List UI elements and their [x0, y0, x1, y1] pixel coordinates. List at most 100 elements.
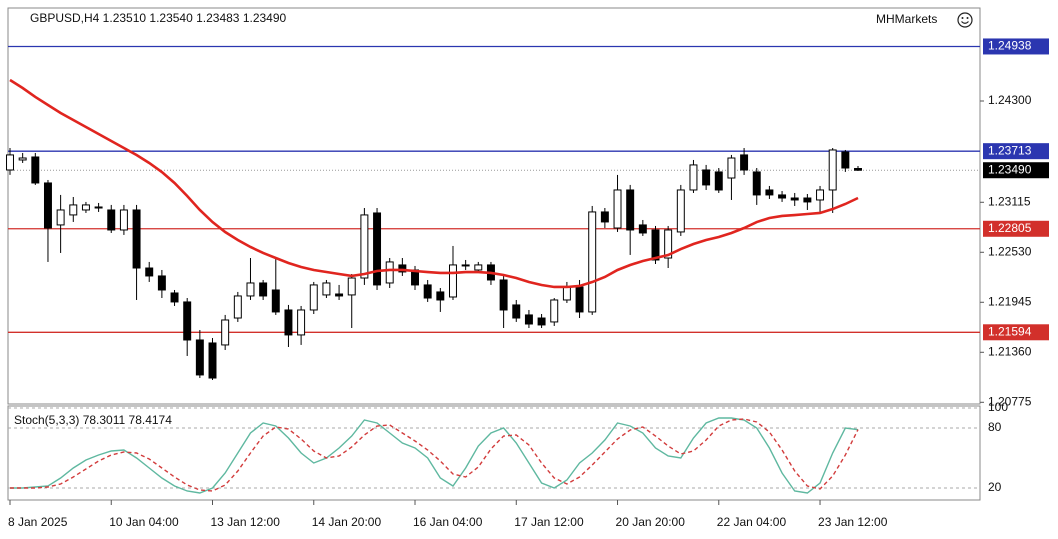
candle-body: [297, 309, 306, 336]
candle-body: [94, 206, 103, 209]
candle-body: [170, 292, 179, 303]
level-label: 1.23713: [988, 143, 1032, 157]
y-tick-label: 1.22530: [988, 244, 1032, 258]
candle-body: [803, 197, 812, 203]
stoch-line: [10, 418, 859, 492]
candle-body: [6, 154, 14, 171]
candle-body: [246, 282, 255, 297]
level-label-box: [983, 220, 1049, 237]
candle-body: [373, 212, 382, 286]
candle-body: [702, 169, 711, 186]
candle-body: [449, 264, 457, 298]
candle-body: [474, 264, 483, 271]
candle-body: [790, 197, 799, 201]
x-tick-label: 8 Jan 2025: [8, 515, 68, 529]
level-label: 1.21594: [988, 324, 1032, 338]
candle-body: [107, 209, 116, 231]
brand: MHMarkets: [876, 12, 937, 26]
stoch-panel: [7, 405, 981, 501]
candle-body: [31, 156, 40, 184]
y-tick-label: 1.21360: [988, 344, 1032, 358]
brand-icon: [957, 12, 973, 28]
candle-body: [714, 171, 723, 191]
candle-body: [588, 211, 597, 313]
candle-body: [575, 286, 584, 313]
x-tick-label: 16 Jan 04:00: [413, 515, 483, 529]
moving-average: [9, 78, 859, 289]
last-price-label: 1.23490: [988, 162, 1032, 176]
candle-body: [436, 291, 445, 301]
level-label: 1.22805: [988, 221, 1032, 235]
candle-body: [271, 289, 280, 313]
stoch-line: [10, 417, 859, 494]
candle-body: [56, 209, 65, 226]
candle-body: [689, 164, 698, 191]
candle-body: [221, 319, 230, 346]
y-tick-label: 80: [988, 420, 1002, 434]
x-tick-label: 17 Jan 12:00: [514, 515, 584, 529]
candle-body: [600, 211, 609, 223]
candle-body: [385, 261, 394, 284]
candle-body: [183, 301, 192, 341]
x-tick-label: 23 Jan 12:00: [818, 515, 888, 529]
main-panel: [7, 7, 981, 405]
candle-body: [335, 293, 344, 297]
candle-body: [81, 204, 90, 211]
candle-body: [69, 204, 78, 216]
candle-body: [512, 304, 521, 319]
x-tick-label: 14 Jan 20:00: [312, 515, 382, 529]
candle-body: [828, 149, 837, 191]
candle-body: [562, 286, 571, 301]
candle-body: [676, 189, 685, 233]
candle-body: [195, 339, 204, 376]
candle-body: [613, 189, 622, 229]
x-tick-label: 13 Jan 12:00: [211, 515, 281, 529]
candle-body: [398, 264, 407, 273]
y-tick-label: 1.24300: [988, 93, 1032, 107]
level-label-box: [983, 324, 1049, 341]
candle-body: [727, 157, 736, 179]
candle-body: [664, 229, 673, 259]
candle-body: [132, 209, 141, 269]
candle-body: [537, 317, 546, 326]
candle-body: [322, 282, 331, 296]
last-price-box: [983, 162, 1049, 179]
candle-body: [284, 309, 293, 336]
x-tick-label: 20 Jan 20:00: [616, 515, 686, 529]
chart-title: GBPUSD,H4 1.23510 1.23540 1.23483 1.2349…: [30, 11, 287, 25]
candle-body: [816, 189, 825, 201]
candle-body: [157, 275, 166, 291]
x-tick-label: 22 Jan 04:00: [717, 515, 787, 529]
candle-body: [638, 224, 647, 234]
y-tick-label: 1.21945: [988, 294, 1032, 308]
candle-body: [233, 295, 242, 319]
candle-body: [208, 342, 217, 379]
candle-body: [854, 168, 862, 171]
candle-body: [119, 209, 128, 231]
candle-body: [259, 282, 268, 297]
candle-body: [651, 229, 660, 261]
candle-body: [309, 284, 318, 311]
y-tick-label: 20: [988, 480, 1002, 494]
level-label-box: [983, 38, 1049, 55]
candle-body: [550, 299, 559, 323]
candle-body: [524, 314, 533, 325]
level-label: 1.24938: [988, 39, 1032, 53]
candle-body: [499, 279, 508, 311]
candle-body: [752, 171, 761, 196]
candle-body: [145, 267, 154, 277]
candle-body: [423, 284, 432, 299]
y-tick-label: 1.23115: [988, 194, 1031, 208]
candle-body: [461, 264, 470, 267]
candle-body: [626, 189, 635, 231]
candle-body: [18, 157, 27, 161]
x-tick-label: 10 Jan 04:00: [109, 515, 179, 529]
candle-body: [765, 189, 774, 196]
level-label-box: [983, 143, 1049, 160]
candle-body: [43, 182, 52, 229]
candle-body: [778, 194, 787, 199]
y-tick-label: 100: [988, 400, 1008, 414]
candle-body: [841, 151, 850, 169]
